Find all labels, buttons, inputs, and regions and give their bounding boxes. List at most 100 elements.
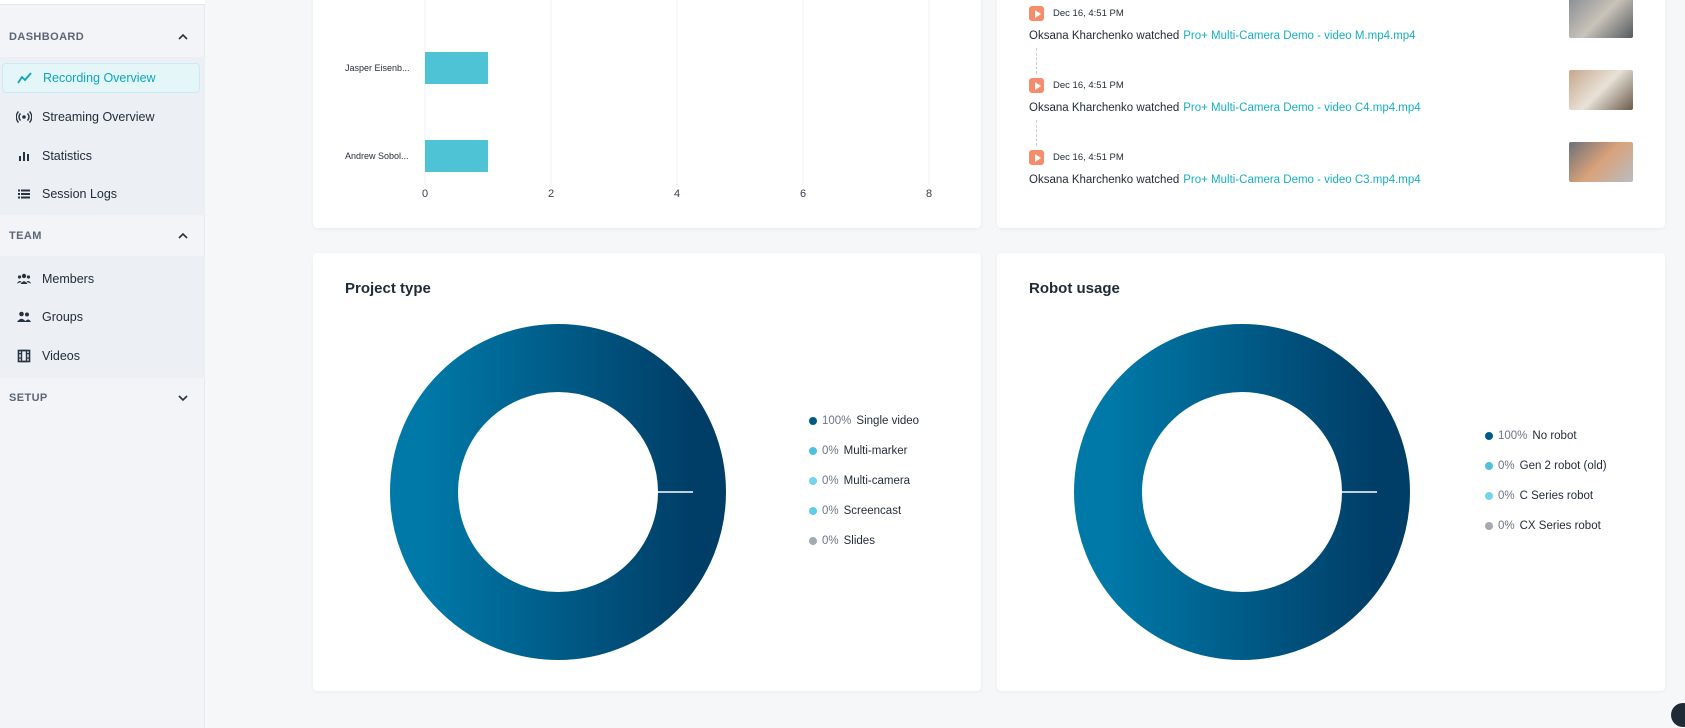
bar[interactable] xyxy=(425,52,488,84)
sidebar-top-divider xyxy=(0,0,205,5)
project-type-donut xyxy=(390,324,726,660)
legend-item[interactable]: 100% Single video xyxy=(809,406,919,436)
members-icon xyxy=(16,271,32,287)
legend-percent: 0% xyxy=(822,535,839,547)
sidebar-item-label: Videos xyxy=(42,349,80,363)
x-tick-label: 4 xyxy=(674,188,680,200)
legend-item[interactable]: 0% Multi-camera xyxy=(809,466,919,496)
activity-user: Oksana Kharchenko xyxy=(1029,102,1134,114)
sidebar-item-label: Groups xyxy=(42,310,83,324)
team-items: Members Groups Videos xyxy=(0,256,205,378)
legend-percent: 0% xyxy=(822,475,839,487)
card-title: Project type xyxy=(345,280,431,297)
sidebar-item-streaming-overview[interactable]: Streaming Overview xyxy=(2,102,200,132)
sidebar-item-session-logs[interactable]: Session Logs xyxy=(2,179,200,209)
sidebar-item-label: Statistics xyxy=(42,149,93,163)
activity-time: Dec 16, 4:51 PM xyxy=(1053,152,1124,163)
activity-text: Oksana Kharchenko watched Pro+ Multi-Came… xyxy=(1029,30,1416,42)
legend-percent: 0% xyxy=(1498,460,1515,472)
activity-time: Dec 16, 4:51 PM xyxy=(1053,8,1124,19)
robot-usage-donut xyxy=(1074,324,1410,660)
legend-item[interactable]: 100% No robot xyxy=(1485,421,1607,451)
bar[interactable] xyxy=(425,140,488,172)
legend-percent: 100% xyxy=(822,415,852,427)
video-link[interactable]: Pro+ Multi-Camera Demo - video M.mp4.mp4 xyxy=(1183,30,1416,42)
activity-time: Dec 16, 4:51 PM xyxy=(1053,80,1124,91)
activity-action: watched xyxy=(1136,102,1180,114)
play-icon xyxy=(1029,6,1044,21)
video-link[interactable]: Pro+ Multi-Camera Demo - video C4.mp4.mp… xyxy=(1183,102,1421,114)
legend-item[interactable]: 0% Slides xyxy=(809,526,919,556)
legend-item[interactable]: 0% Gen 2 robot (old) xyxy=(1485,451,1607,481)
legend-label: Multi-marker xyxy=(843,445,908,457)
x-tick-label: 6 xyxy=(800,188,806,200)
activity-text: Oksana Kharchenko watched Pro+ Multi-Came… xyxy=(1029,102,1421,114)
dashboard-items: Recording Overview Streaming Overview St… xyxy=(0,57,205,215)
video-thumbnail[interactable] xyxy=(1569,142,1633,182)
video-thumbnail[interactable] xyxy=(1569,0,1633,38)
category-label: Andrew Sobol... xyxy=(345,151,409,161)
legend-dot-icon xyxy=(809,477,817,485)
legend-dot-icon xyxy=(1485,492,1493,500)
activity-user: Oksana Kharchenko xyxy=(1029,174,1134,186)
sidebar: DASHBOARD Recording Overview Streaming O… xyxy=(0,0,205,728)
legend-label: No robot xyxy=(1532,430,1577,442)
section-title: TEAM xyxy=(9,230,42,242)
video-thumbnail[interactable] xyxy=(1569,70,1633,110)
legend-label: CX Series robot xyxy=(1519,520,1601,532)
timeline-connector xyxy=(1036,48,1037,74)
chevron-down-icon xyxy=(178,395,188,402)
sidebar-item-videos[interactable]: Videos xyxy=(2,341,200,371)
card-title: Robot usage xyxy=(1029,280,1120,297)
robot-usage-card: Robot usage 100% No robot 0% Gen 2 robot (o… xyxy=(997,253,1665,691)
play-icon xyxy=(1029,78,1044,93)
legend-item[interactable]: 0% Multi-marker xyxy=(809,436,919,466)
video-link[interactable]: Pro+ Multi-Camera Demo - video C3.mp4.mp… xyxy=(1183,174,1421,186)
legend-label: Gen 2 robot (old) xyxy=(1519,460,1607,472)
sidebar-item-label: Streaming Overview xyxy=(42,110,155,124)
legend-percent: 100% xyxy=(1498,430,1528,442)
legend-label: Single video xyxy=(856,415,920,427)
section-title: SETUP xyxy=(9,392,48,404)
section-header-team[interactable]: TEAM xyxy=(0,221,205,251)
legend-dot-icon xyxy=(809,537,817,545)
activity-text: Oksana Kharchenko watched Pro+ Multi-Came… xyxy=(1029,174,1421,186)
section-title: DASHBOARD xyxy=(9,31,85,43)
legend-dot-icon xyxy=(1485,432,1493,440)
sidebar-item-groups[interactable]: Groups xyxy=(2,302,200,332)
project-type-legend: 100% Single video 0% Multi-marker 0% Multi-ca… xyxy=(809,406,919,556)
play-icon xyxy=(1029,150,1044,165)
legend-percent: 0% xyxy=(822,505,839,517)
legend-label: Multi-camera xyxy=(843,475,911,487)
help-button[interactable] xyxy=(1671,703,1685,727)
bar-chart-card: 0 2 4 6 8 Jasper Eisenb... Andrew Sobol... xyxy=(313,0,981,228)
timeline-connector xyxy=(1036,120,1037,146)
bar-chart-icon xyxy=(16,148,32,164)
sidebar-item-members[interactable]: Members xyxy=(2,264,200,294)
project-type-card: Project type 100% Single video 0% Multi-mar… xyxy=(313,253,981,691)
legend-percent: 0% xyxy=(822,445,839,457)
legend-item[interactable]: 0% Screencast xyxy=(809,496,919,526)
activity-user: Oksana Kharchenko xyxy=(1029,30,1134,42)
chevron-up-icon xyxy=(178,232,188,239)
legend-dot-icon xyxy=(809,507,817,515)
legend-item[interactable]: 0% CX Series robot xyxy=(1485,511,1607,541)
activity-action: watched xyxy=(1136,30,1180,42)
sidebar-item-statistics[interactable]: Statistics xyxy=(2,141,200,171)
legend-label: Slides xyxy=(843,535,875,547)
trend-line-icon xyxy=(17,70,33,86)
legend-item[interactable]: 0% C Series robot xyxy=(1485,481,1607,511)
section-header-setup[interactable]: SETUP xyxy=(0,383,205,413)
x-tick-label: 8 xyxy=(926,188,932,200)
legend-dot-icon xyxy=(1485,462,1493,470)
activity-action: watched xyxy=(1136,174,1180,186)
legend-dot-icon xyxy=(809,447,817,455)
x-tick-label: 2 xyxy=(548,188,554,200)
bar-chart: 0 2 4 6 8 Jasper Eisenb... Andrew Sobol... xyxy=(345,0,932,200)
broadcast-icon xyxy=(16,109,32,125)
sidebar-item-recording-overview[interactable]: Recording Overview xyxy=(2,63,200,93)
category-label: Jasper Eisenb... xyxy=(345,63,410,73)
sidebar-item-label: Session Logs xyxy=(42,187,118,201)
section-header-dashboard[interactable]: DASHBOARD xyxy=(0,22,205,52)
legend-dot-icon xyxy=(1485,522,1493,530)
